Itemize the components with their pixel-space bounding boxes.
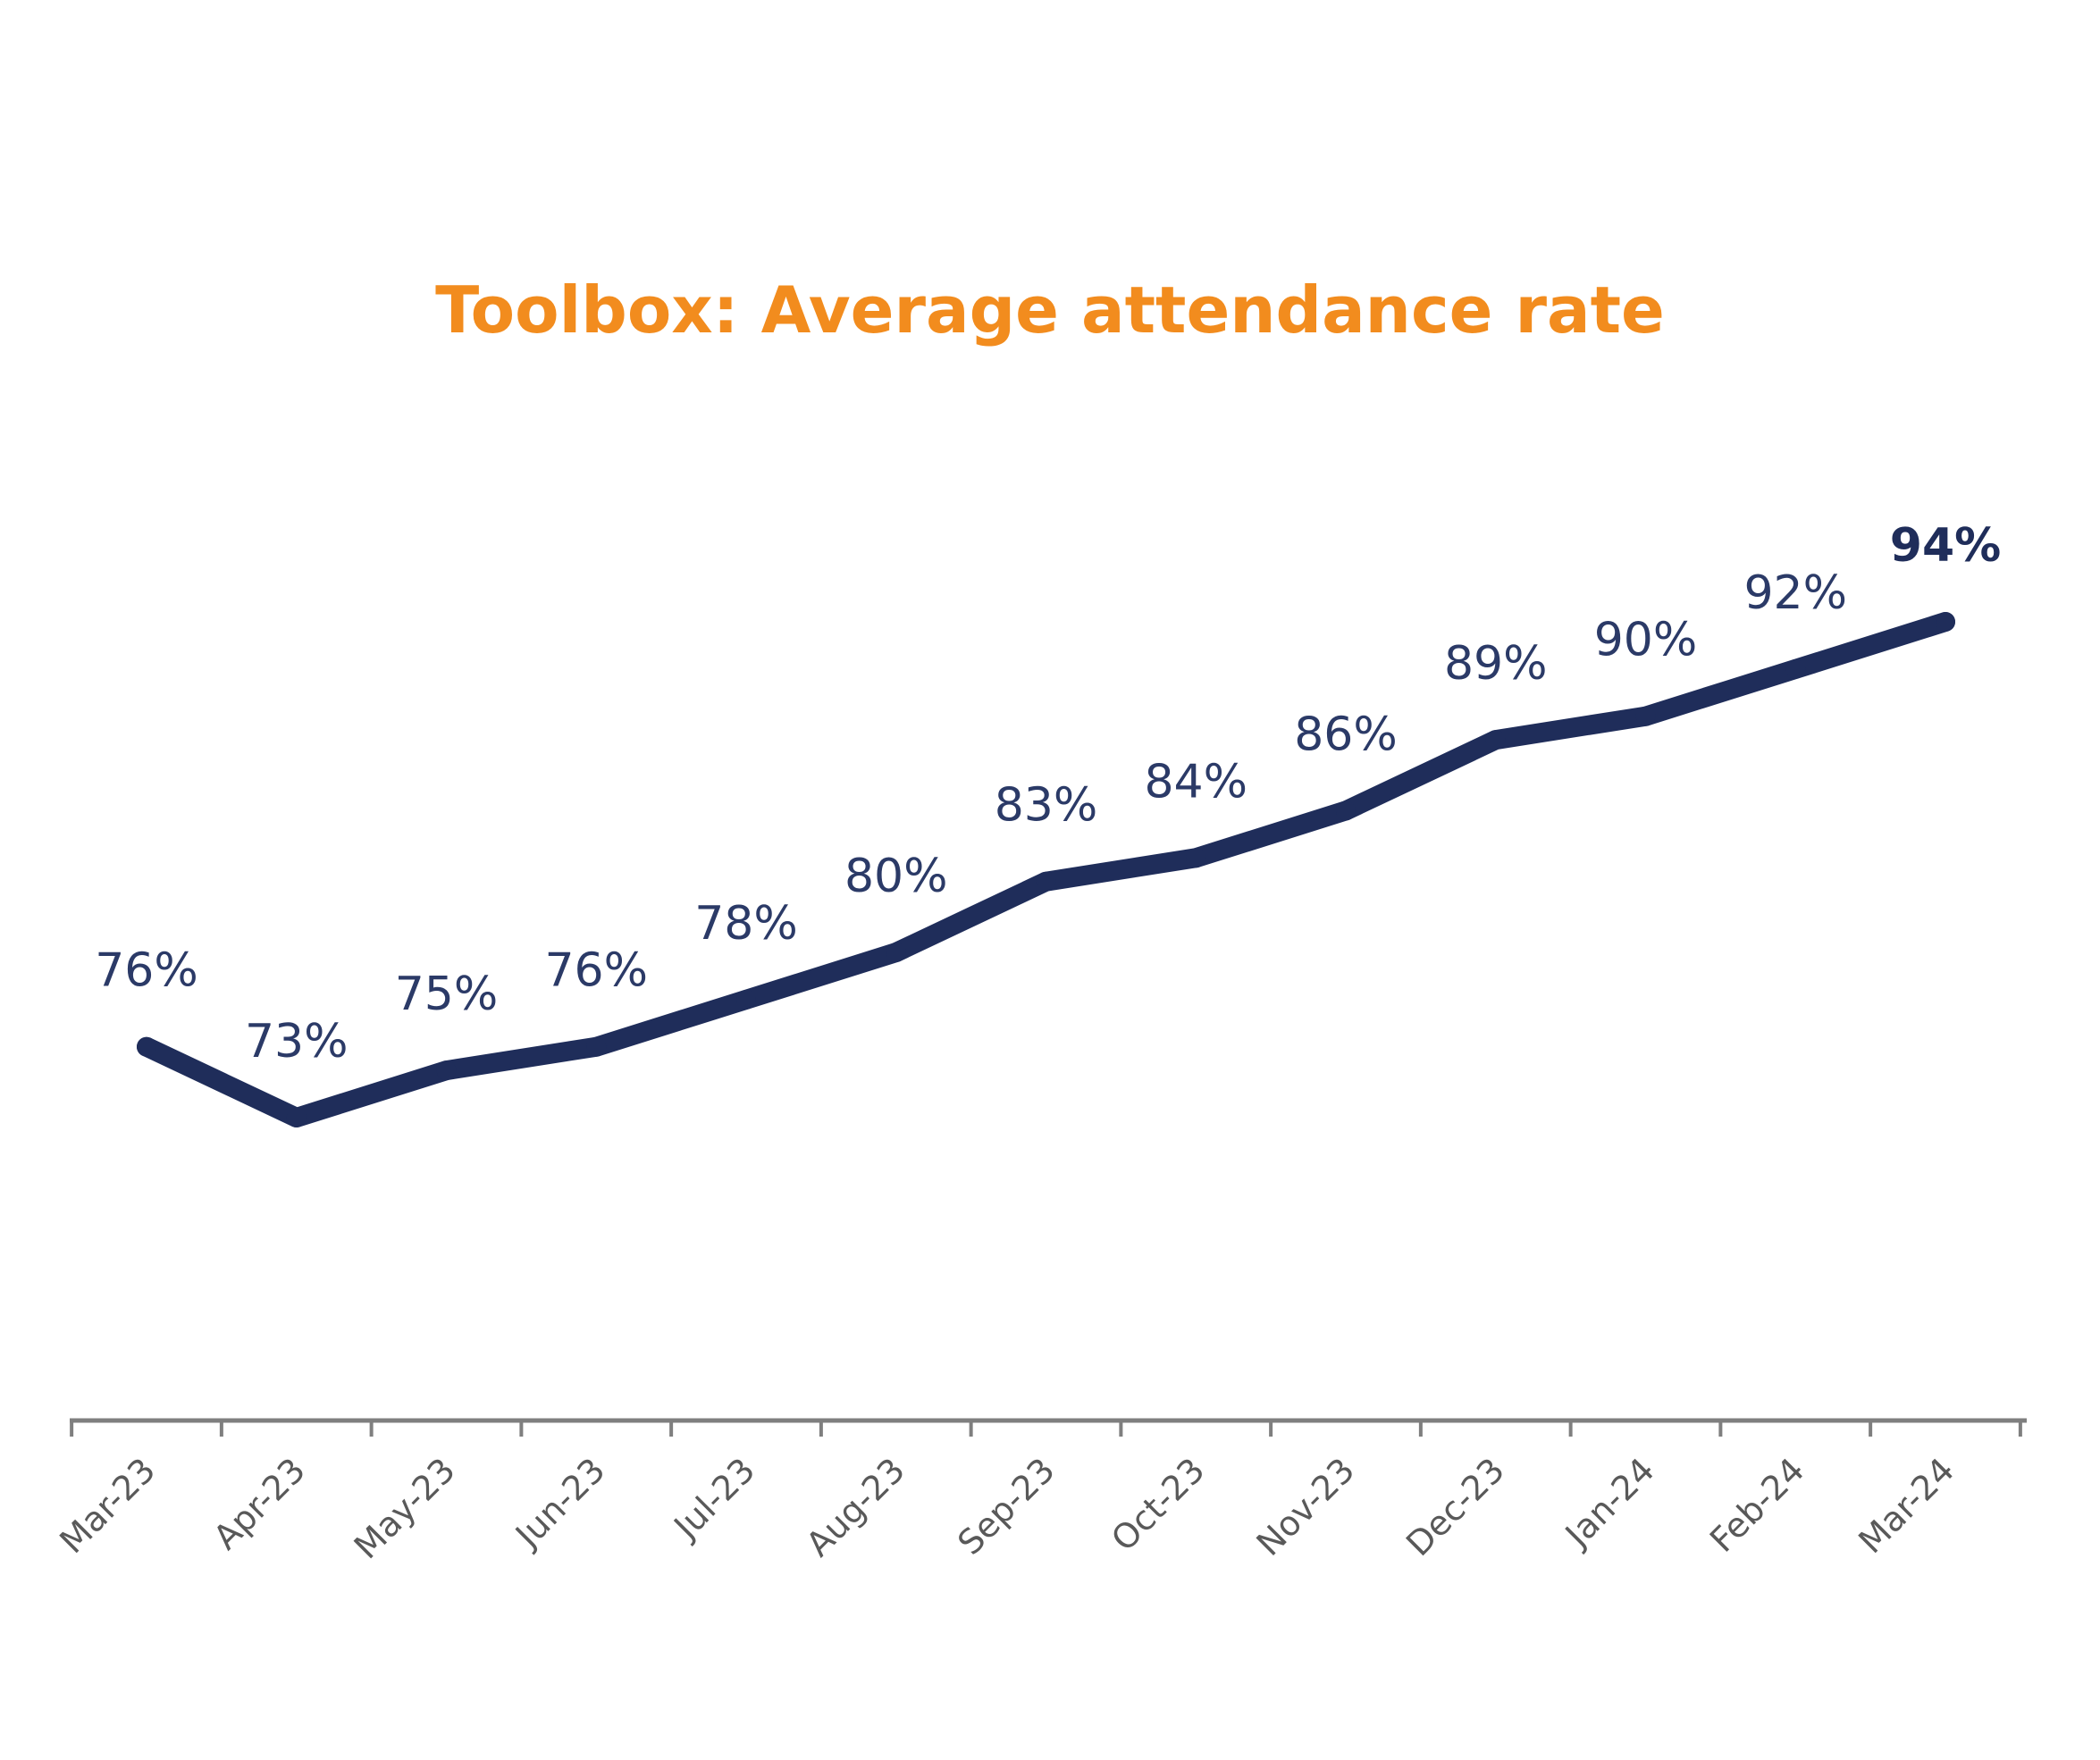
data-point <box>1485 730 1506 750</box>
data-point <box>1186 848 1206 868</box>
x-tick-label: Jul-23 <box>666 1450 763 1547</box>
x-tick-label: Nov-23 <box>1249 1450 1363 1563</box>
data-point <box>1036 871 1056 892</box>
data-label: 73% <box>245 1015 349 1069</box>
data-point <box>286 1108 307 1127</box>
data-label: 80% <box>844 850 948 903</box>
data-point <box>1936 612 1955 632</box>
data-label: 78% <box>694 897 798 951</box>
x-tick-label: May-23 <box>347 1450 463 1566</box>
data-label: 76% <box>544 944 648 998</box>
data-point <box>1635 706 1656 726</box>
x-tick-label: Sep-23 <box>950 1450 1063 1563</box>
chart-title: Toolbox: Average attendance rate <box>435 272 1665 348</box>
data-point <box>1336 800 1356 821</box>
series-line <box>137 612 1955 1127</box>
data-label: 94% <box>1890 519 2001 573</box>
x-tick-label: Feb-24 <box>1702 1450 1812 1560</box>
data-label: 89% <box>1444 637 1548 691</box>
x-tick-label: Aug-23 <box>799 1450 912 1563</box>
data-point <box>586 1036 607 1057</box>
data-label: 75% <box>395 968 499 1021</box>
x-tick-label: Oct-23 <box>1104 1450 1212 1558</box>
data-point <box>1785 658 1806 679</box>
data-label: 90% <box>1594 614 1698 667</box>
data-label: 83% <box>995 779 1098 833</box>
x-tick-label: Dec-23 <box>1399 1450 1512 1563</box>
data-label: 84% <box>1144 755 1247 809</box>
data-point <box>736 989 756 1010</box>
data-label: 86% <box>1294 708 1398 761</box>
data-point <box>137 1036 156 1057</box>
x-tick-label: Jun-23 <box>507 1450 612 1555</box>
data-point <box>886 943 906 962</box>
x-tick-label: Jan-24 <box>1557 1450 1662 1555</box>
x-tick-label: Mar-23 <box>52 1450 163 1561</box>
x-tick-label: Mar-24 <box>1851 1450 1961 1561</box>
x-tick-label: Apr-23 <box>206 1450 313 1557</box>
data-label: 76% <box>95 944 198 998</box>
data-label: 92% <box>1743 566 1847 620</box>
data-point <box>436 1060 457 1081</box>
